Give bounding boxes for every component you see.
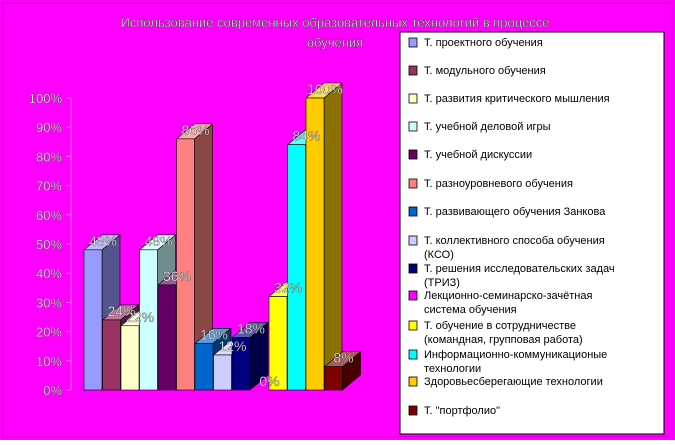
y-tick-label: 0% — [43, 383, 62, 398]
data-label: 22% — [126, 309, 154, 325]
legend-item: Лекционно-семинарско-зачётная система обу… — [408, 290, 592, 316]
y-tick-label: 20% — [36, 325, 62, 340]
legend-label: Лекционно-семинарско-зачётная система обу… — [424, 290, 592, 316]
bar — [175, 123, 214, 391]
legend-swatch — [408, 206, 418, 217]
y-tick-label: 70% — [36, 179, 62, 194]
legend-label: Т. решения исследовательских задач (ТРИЗ) — [424, 263, 615, 289]
legend-label: Т. "портфолио" — [424, 405, 500, 417]
legend-swatch — [408, 235, 418, 246]
legend-swatch — [408, 149, 418, 160]
legend-item: Т. "портфолио" — [408, 405, 500, 417]
y-tick-label: 50% — [36, 237, 62, 252]
data-label: 32% — [274, 280, 302, 296]
bar-front — [83, 249, 103, 391]
bar-front — [305, 97, 325, 391]
legend: Т. проектного обучения Т. модульного обуч… — [399, 31, 665, 435]
bar-side — [323, 82, 343, 391]
bar — [231, 321, 269, 391]
legend-swatch — [408, 93, 418, 104]
y-tick-label: 90% — [36, 120, 62, 135]
legend-label: Т. учебной дискуссии — [424, 149, 532, 161]
bar-front — [268, 296, 288, 391]
y-tick-label: 40% — [36, 266, 62, 281]
legend-label: Т. развивающего обучения Занкова — [424, 206, 606, 218]
legend-label: Т. развития критического мышления — [424, 93, 610, 105]
legend-item: Т. развития критического мышления — [408, 93, 610, 105]
y-tick-label: 100% — [29, 91, 63, 106]
legend-item: Здоровьесберегающие технологии — [408, 376, 603, 388]
bar-front — [120, 325, 140, 391]
bar-front — [102, 319, 121, 391]
legend-swatch — [408, 178, 418, 189]
data-label: 86% — [181, 122, 209, 138]
legend-swatch — [408, 290, 418, 301]
data-label: 0% — [259, 373, 279, 389]
legend-swatch — [408, 376, 418, 387]
y-axis: 0% 10% 20% 30% 40% 50% 60% 70% 80% 90% 100% — [29, 91, 72, 398]
data-label: 84% — [292, 128, 320, 144]
bar-front — [231, 337, 251, 391]
data-label: 100% — [307, 81, 343, 97]
bar — [305, 82, 343, 391]
data-labels: 48% 24%22% 48% 36% 86% 16%12% 18% 0% 32% 84% 100% 8… — [89, 81, 354, 389]
legend-item: Т. проектного обучения — [408, 37, 543, 49]
legend-label: Т. обучение в сотрудничестве (командная, … — [424, 320, 583, 346]
legend-swatch — [408, 65, 418, 76]
data-label: 36% — [163, 268, 191, 284]
legend-item: Т. учебной деловой игры — [408, 121, 551, 133]
legend-label: Т. учебной деловой игры — [424, 121, 551, 133]
legend-item: Т. решения исследовательских задач (ТРИЗ) — [408, 263, 615, 289]
bar-front — [213, 354, 232, 391]
legend-swatch — [408, 320, 418, 331]
bar-front — [139, 249, 158, 391]
legend-item: Т. учебной дискуссии — [408, 149, 532, 161]
bar-front — [324, 366, 343, 391]
bar-front — [287, 144, 306, 391]
data-label: 48% — [144, 233, 172, 249]
legend-item: Т. разноуровневого обучения — [408, 178, 573, 190]
chart-title: Использование современных образовательны… — [120, 15, 549, 50]
data-label: 18% — [237, 320, 265, 336]
legend-item: Т. обучение в сотрудничестве (командная, … — [408, 320, 583, 346]
legend-item: Информационно-коммуникационые технологии — [408, 349, 607, 375]
data-label: 16% — [200, 326, 228, 342]
data-label: 8% — [333, 350, 353, 366]
bar — [323, 350, 362, 391]
y-tick-label: 60% — [36, 208, 62, 223]
legend-label: Информационно-коммуникационые технологии — [424, 349, 607, 375]
legend-label: Здоровьесберегающие технологии — [424, 376, 603, 388]
legend-swatch — [408, 263, 418, 274]
chart-title-line: обучения — [307, 35, 363, 50]
chart-border — [2, 2, 673, 438]
legend-label: Т. модульного обучения — [424, 65, 546, 77]
legend-swatch — [408, 349, 418, 360]
legend-swatch — [408, 121, 418, 132]
legend-item: Т. модульного обучения — [408, 65, 546, 77]
bar-front — [194, 342, 214, 391]
legend-item: Т. развивающего обучения Занкова — [408, 206, 606, 218]
y-tick-label: 80% — [36, 149, 62, 164]
chart-title-line: Использование современных образовательны… — [120, 15, 549, 30]
bar-front — [157, 284, 177, 391]
legend-item: Т. коллективного способа обучения (КСО) — [408, 235, 605, 261]
legend-box — [399, 31, 665, 435]
y-tick-label: 10% — [36, 354, 62, 369]
legend-label: Т. проектного обучения — [424, 37, 543, 49]
y-tick-label: 30% — [36, 295, 62, 310]
data-label: 24% — [107, 303, 135, 319]
data-label: 12% — [218, 338, 246, 354]
legend-label: Т. коллективного способа обучения (КСО) — [424, 235, 605, 261]
data-label: 48% — [89, 233, 117, 249]
bars — [83, 82, 362, 391]
legend-swatch — [408, 37, 418, 48]
legend-label: Т. разноуровневого обучения — [424, 178, 573, 190]
bar-front — [176, 138, 195, 391]
legend-swatch — [408, 405, 418, 416]
